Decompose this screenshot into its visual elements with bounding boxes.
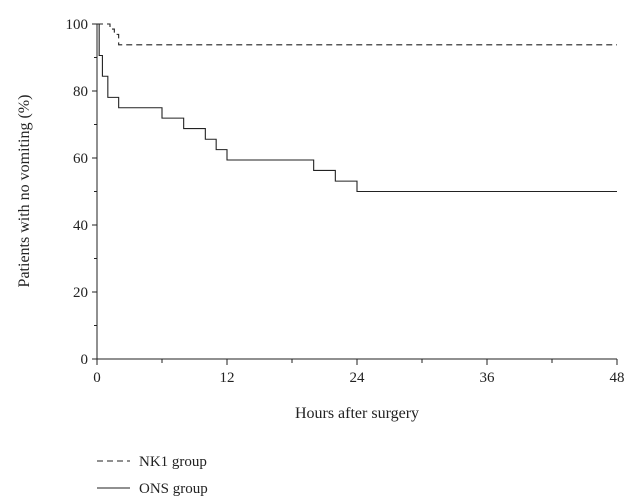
x-tick-label: 12 [220,370,235,386]
x-tick-label: 24 [350,370,366,386]
y-ticks: 0 20 40 60 80 100 [66,17,97,368]
y-tick-label: 80 [73,84,88,100]
x-tick-label: 36 [480,370,496,386]
y-tick-label: 0 [81,352,89,368]
y-axis-title: Patients with no vomiting (%) [16,95,33,288]
series-layer [97,23,617,193]
y-tick-label: 60 [73,151,88,167]
legend-label: NK1 group [139,454,207,470]
series-line-nk1 [97,23,617,46]
legend: NK1 group ONS group [97,454,208,497]
series-line-ons [97,23,617,193]
x-ticks: 0 12 24 36 48 [93,359,625,386]
x-tick-label: 48 [610,370,625,386]
y-tick-label: 20 [73,285,88,301]
y-tick-label: 100 [66,17,89,33]
legend-label: ONS group [139,481,208,497]
y-tick-label: 40 [73,218,88,234]
x-axis-title: Hours after surgery [295,405,419,422]
x-tick-label: 0 [93,370,101,386]
